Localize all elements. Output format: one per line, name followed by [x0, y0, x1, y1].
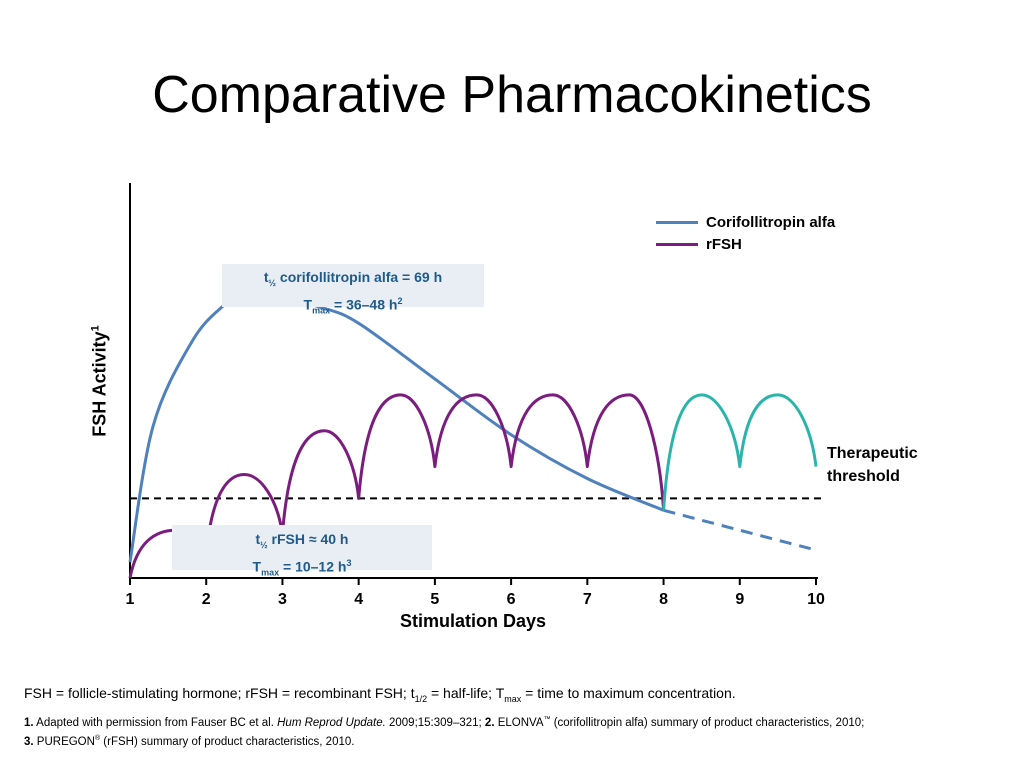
- legend-swatch-rfsh: [656, 242, 698, 246]
- x-tick-label: 5: [430, 591, 439, 608]
- reference-line-2: 3. PUREGON® (rFSH) summary of product ch…: [24, 734, 355, 748]
- legend-swatch-corifollitropin: [656, 220, 698, 224]
- abbreviation-footnote: FSH = follicle-stimulating hormone; rFSH…: [24, 685, 736, 704]
- legend-item-rfsh: rFSH: [656, 233, 835, 255]
- rfsh-annotation-box: t½ rFSH ≈ 40 h Tmax = 10–12 h3: [172, 525, 432, 577]
- x-tick-label: 4: [354, 591, 363, 608]
- threshold-label: Therapeutic threshold: [827, 442, 918, 488]
- reference-line-1: 1. Adapted with permission from Fauser B…: [24, 715, 865, 729]
- x-tick-label: 9: [735, 591, 744, 608]
- page-title: Comparative Pharmacokinetics: [152, 66, 872, 124]
- x-tick-label: 8: [659, 591, 668, 608]
- x-tick-label: 10: [807, 591, 825, 608]
- rfsh-continuation-line: [662, 393, 818, 511]
- rfsh-line: [128, 393, 666, 579]
- corifollitropin-extrapolation-line: [663, 508, 817, 552]
- legend-label-rfsh: rFSH: [706, 235, 742, 253]
- legend-item-corifollitropin: Corifollitropin alfa: [656, 211, 835, 233]
- x-tick-label: 3: [278, 591, 287, 608]
- threshold-label-line1: Therapeutic: [827, 445, 918, 462]
- x-tick-label: 6: [507, 591, 516, 608]
- x-axis-label: Stimulation Days: [399, 611, 547, 631]
- y-axis-label: FSH Activity1: [89, 325, 110, 437]
- x-tick-label: 2: [202, 591, 211, 608]
- x-tick-label: 1: [126, 591, 135, 608]
- corifollitropin-annotation-box: t½ corifollitropin alfa = 69 h Tmax = 36…: [222, 264, 484, 315]
- legend-label-corifollitropin: Corifollitropin alfa: [706, 213, 836, 231]
- chart-legend: Corifollitropin alfa rFSH: [656, 211, 835, 255]
- threshold-label-line2: threshold: [827, 468, 900, 485]
- references: 1. Adapted with permission from Fauser B…: [24, 712, 1004, 750]
- footer: FSH = follicle-stimulating hormone; rFSH…: [24, 684, 1004, 749]
- x-tick-label: 7: [583, 591, 592, 608]
